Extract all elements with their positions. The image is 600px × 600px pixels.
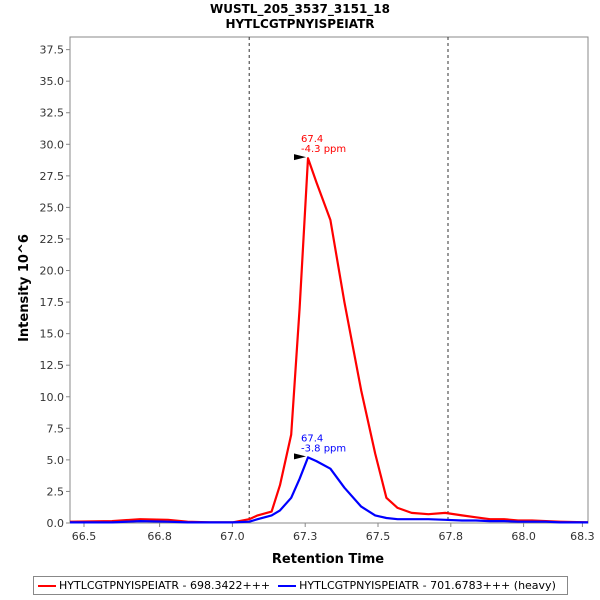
peak-annotation-label: 67.4 xyxy=(301,433,323,444)
x-tick-label: 67.0 xyxy=(220,530,245,543)
y-tick-label: 2.5 xyxy=(47,485,65,498)
y-tick-label: 25.0 xyxy=(40,201,65,214)
y-tick-label: 5.0 xyxy=(47,454,65,467)
series-line-heavy xyxy=(70,456,588,524)
y-tick-label: 12.5 xyxy=(40,359,65,372)
y-tick-label: 17.5 xyxy=(40,296,65,309)
y-tick-label: 37.5 xyxy=(40,44,65,57)
x-tick-label: 68.3 xyxy=(570,530,595,543)
x-tick-label: 67.3 xyxy=(293,530,318,543)
peak-marker-arrow xyxy=(294,453,306,460)
y-tick-label: 15.0 xyxy=(40,328,65,341)
y-tick-label: 30.0 xyxy=(40,138,65,151)
legend-swatch-heavy xyxy=(278,584,297,587)
peak-annotation-label: -3.8 ppm xyxy=(301,443,346,454)
peak-annotation-label: 67.4 xyxy=(301,134,323,145)
plot-frame xyxy=(69,36,589,524)
y-tick-label: 27.5 xyxy=(40,170,65,183)
x-tick-label: 68.0 xyxy=(511,530,536,543)
legend-item-heavy: HYTLCGTPNYISPEIATR - 701.6783+++ (heavy) xyxy=(278,579,556,592)
x-tick-label: 67.8 xyxy=(439,530,464,543)
peak-marker-arrow xyxy=(294,154,306,161)
chart-legend: HYTLCGTPNYISPEIATR - 698.3422+++ HYTLCGT… xyxy=(33,576,568,595)
x-tick-label: 67.5 xyxy=(366,530,391,543)
x-tick-label: 66.5 xyxy=(72,530,97,543)
chart-title: WUSTL_205_3537_3151_18 xyxy=(210,2,390,16)
x-tick-label: 66.8 xyxy=(147,530,172,543)
legend-label-heavy: HYTLCGTPNYISPEIATR - 701.6783+++ (heavy) xyxy=(299,579,556,592)
y-tick-label: 7.5 xyxy=(47,422,65,435)
x-axis-label: Retention Time xyxy=(272,552,384,567)
chart-subtitle: HYTLCGTPNYISPEIATR xyxy=(225,17,375,31)
y-tick-label: 20.0 xyxy=(40,265,65,278)
y-tick-label: 35.0 xyxy=(40,75,65,88)
peak-annotation-label: -4.3 ppm xyxy=(301,144,346,155)
y-tick-label: 10.0 xyxy=(40,391,65,404)
legend-item-light: HYTLCGTPNYISPEIATR - 698.3422+++ xyxy=(38,579,270,592)
y-tick-label: 32.5 xyxy=(40,107,65,120)
legend-label-light: HYTLCGTPNYISPEIATR - 698.3422+++ xyxy=(59,579,271,592)
y-tick-label: 22.5 xyxy=(40,233,65,246)
legend-swatch-light xyxy=(38,584,56,587)
y-axis-label: Intensity 10^6 xyxy=(17,234,32,342)
y-tick-label: 0.0 xyxy=(47,517,65,530)
